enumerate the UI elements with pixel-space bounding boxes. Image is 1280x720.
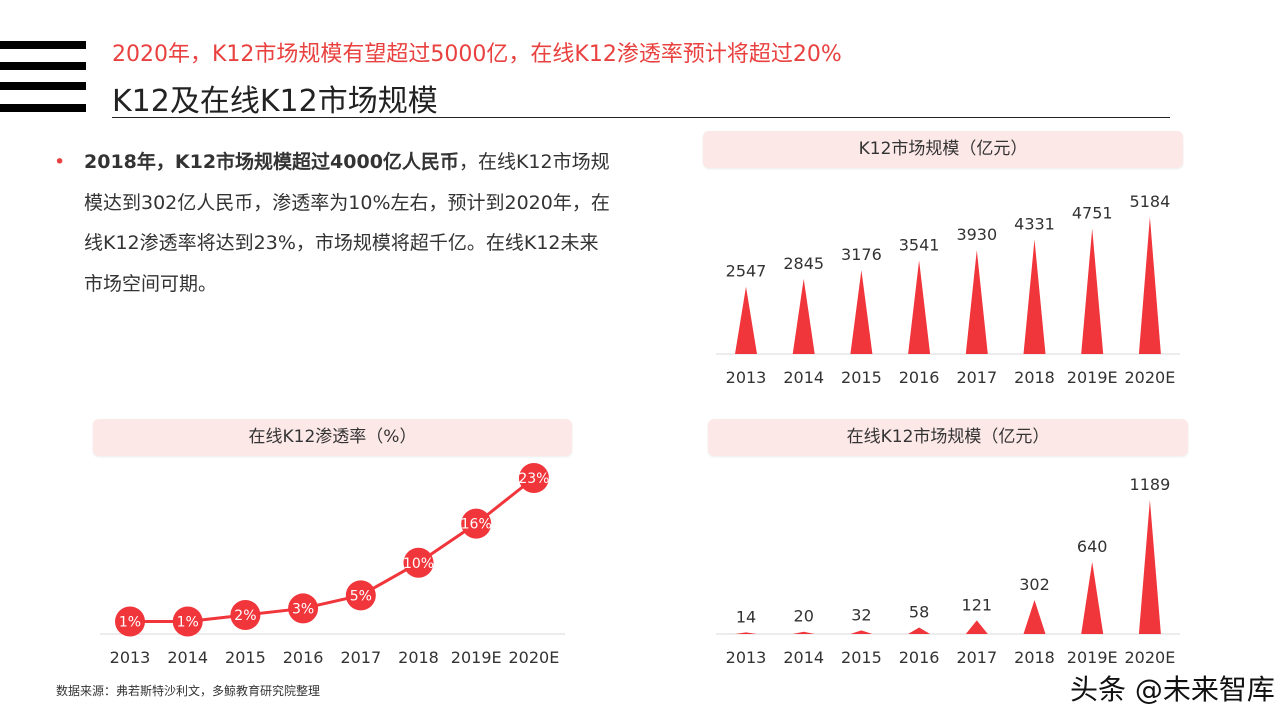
chart3-x-tick: 2015 [841,648,882,667]
chart2-point [403,547,434,578]
chart1-bar [1023,239,1046,354]
chart3-x-tick: 2016 [899,648,940,667]
chart1-title: K12市场规模（亿元） [703,131,1183,168]
chart1-data-label: 3541 [899,235,940,254]
chart1-data-label: 3176 [841,245,882,264]
chart2-x-tick: 2019E [451,648,502,667]
chart2-x-tick: 2013 [110,648,151,667]
chart2-data-label: 1% [119,614,141,630]
chart2-point [172,606,203,637]
chart3-x-tick: 2019E [1067,648,1118,667]
chart3-x-tick: 2013 [726,648,767,667]
chart3-data-label: 32 [851,605,871,624]
chart1-data-label: 2547 [726,262,767,281]
chart3-data-label: 58 [909,602,929,621]
summary-bold: 2018年，K12市场规模超过4000亿人民币 [84,151,459,173]
chart2-point [115,606,145,637]
chart1-bar [1138,217,1161,354]
chart2-x-tick: 2016 [283,648,324,667]
chart3-bar [1023,599,1046,634]
source-note: 数据来源：弗若斯特沙利文，多鲸教育研究院整理 [56,684,321,698]
chart1-data-label: 4331 [1014,215,1055,234]
chart2-data-label: 16% [461,517,492,533]
chart3-title: 在线K12市场规模（亿元） [708,419,1188,456]
chart1-x-tick: 2016 [899,368,940,387]
chart1-bar [850,270,873,354]
chart2-data-label: 23% [518,471,549,487]
chart2-x-tick: 2018 [398,648,439,667]
chart1-x-tick: 2013 [726,368,767,387]
chart1-bar [735,286,757,354]
chart2-point [345,580,376,611]
chart2-line [130,476,535,623]
chart3-data-label: 14 [736,607,756,626]
chart2-data-label: 3% [292,601,314,617]
summary-paragraph: 2018年，K12市场规模超过4000亿人民币，在线K12市场规模达到302亿人… [84,142,614,304]
chart1-data-label: 5184 [1130,192,1171,211]
chart2-point [288,593,319,624]
chart1-data-label: 4751 [1072,203,1113,222]
chart1-x-tick: 2017 [956,368,997,387]
summary-rest: ，在线K12市场规模达到302亿人民币，渗透率为10%左右，预计到2020年，在… [84,151,610,295]
chart3-data-label: 20 [794,607,814,626]
chart1-x-tick: 2018 [1014,368,1055,387]
page-title: K12及在线K12市场规模 [112,84,438,119]
chart2-data-label: 1% [177,614,199,630]
chart2-x-tick: 2015 [225,648,266,667]
chart3-bar [1138,500,1161,634]
chart2-data-label: 2% [234,608,256,624]
chart1-x-tick: 2015 [841,368,882,387]
chart1-data-label: 2845 [783,254,824,273]
chart3-x-tick: 2020E [1124,648,1175,667]
chart1-x-tick: 2014 [783,368,824,387]
chart3-bar [1081,561,1104,634]
chart2-x-tick: 2020E [508,648,559,667]
chart1-x-tick: 2020E [1124,368,1175,387]
chart3-bar [908,627,931,634]
chart3-data-label: 121 [962,595,993,614]
chart2-point [230,599,261,630]
chart2-x-tick: 2014 [167,648,208,667]
title-divider [112,117,1170,118]
chart2-point [461,508,492,539]
chart3-bar [792,631,815,634]
chart3-x-tick: 2018 [1014,648,1055,667]
chart3-bar [965,620,988,634]
chart2-point [518,463,549,493]
chart2-data-label: 10% [403,556,434,572]
chart1-bar [1081,228,1104,354]
chart3-x-tick: 2017 [956,648,997,667]
chart1-bar [965,250,988,354]
chart3-bar [735,632,757,634]
chart2-data-label: 5% [350,588,372,604]
watermark: 头条 @未来智库 [1070,673,1275,706]
chart3-x-tick: 2014 [783,648,824,667]
chart1-data-label: 3930 [956,225,997,244]
chart1-bar [792,278,815,354]
chart3-data-label: 302 [1019,575,1050,594]
chart1-x-tick: 2019E [1067,368,1118,387]
chart3-data-label: 640 [1077,537,1108,556]
bullet: • [54,151,66,173]
chart2-x-tick: 2017 [340,648,381,667]
subtitle: 2020年，K12市场规模有望超过5000亿，在线K12渗透率预计将超过20% [112,42,842,67]
chart2-title: 在线K12渗透率（%） [93,419,572,456]
chart3-data-label: 1189 [1130,475,1171,494]
chart3-bar [850,630,873,634]
chart1-bar [908,260,931,354]
